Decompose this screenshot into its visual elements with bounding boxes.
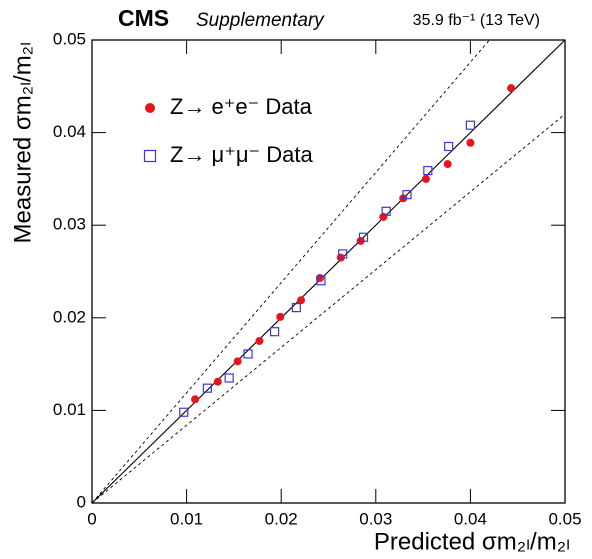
reference-line	[92, 40, 491, 503]
data-point	[269, 327, 280, 337]
data-point	[291, 303, 301, 313]
data-point	[379, 212, 388, 221]
data-point	[276, 312, 285, 321]
plot-frame	[91, 39, 566, 504]
data-point	[233, 357, 242, 366]
x-axis-label: Predicted σm₂ₗ/m₂ₗ	[374, 528, 570, 555]
y-axis-label: Measured σm₂ₗ/m₂ₗ	[9, 42, 36, 243]
data-point	[443, 160, 452, 169]
data-point	[381, 206, 391, 216]
legend-label: Z→ μ⁺μ⁻ Data	[170, 142, 313, 167]
data-point	[465, 120, 475, 130]
data-point	[243, 349, 253, 359]
y-tick-label: 0.01	[53, 400, 86, 419]
data-point	[402, 190, 412, 200]
y-tick-label: 0.02	[53, 307, 86, 326]
data-point	[316, 276, 326, 286]
chart-title: CMS	[118, 5, 169, 31]
legend-marker	[143, 149, 157, 163]
data-point	[315, 273, 324, 282]
data-point	[444, 141, 454, 152]
y-tick-label: 0	[77, 492, 86, 511]
data-point	[358, 232, 369, 242]
luminosity-label: 35.9 fb⁻¹ (13 TeV)	[413, 12, 540, 29]
data-point	[255, 336, 264, 345]
y-tick-label: 0.04	[53, 122, 86, 141]
x-tick-label: 0.04	[454, 509, 487, 528]
data-point	[202, 383, 213, 393]
data-point	[466, 138, 475, 147]
data-point	[421, 174, 430, 183]
x-tick-label: 0.02	[265, 509, 298, 528]
reference-line	[92, 40, 565, 503]
data-point	[338, 249, 348, 259]
data-point	[179, 407, 189, 417]
data-point	[213, 377, 222, 386]
y-tick-label: 0.03	[53, 215, 86, 234]
y-tick-label: 0.05	[53, 29, 86, 48]
x-tick-label: 0.05	[548, 509, 581, 528]
x-tick-label: 0.03	[359, 509, 392, 528]
x-tick-label: 0.01	[170, 509, 203, 528]
reference-line	[92, 113, 565, 503]
legend-marker	[145, 103, 155, 113]
data-point	[191, 395, 200, 404]
x-tick-label: 0	[87, 509, 96, 528]
data-point	[224, 373, 234, 383]
data-point	[423, 165, 433, 176]
data-point	[297, 296, 306, 305]
data-point	[507, 84, 516, 93]
chart-subtitle: Supplementary	[196, 10, 325, 31]
legend-label: Z→ e⁺e⁻ Data	[170, 94, 313, 119]
